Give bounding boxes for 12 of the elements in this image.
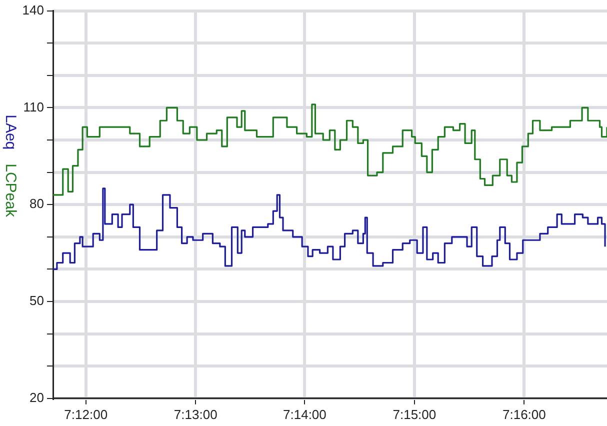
y-tick-label: 80 bbox=[30, 196, 44, 212]
y-tick-label: 20 bbox=[30, 390, 44, 405]
x-tick-label: 7:12:00 bbox=[64, 406, 108, 422]
text: LAeq bbox=[2, 114, 19, 150]
x-tick-label: 7:16:00 bbox=[502, 406, 546, 422]
y-tick-label: 110 bbox=[23, 99, 44, 114]
y-tick-label: 140 bbox=[22, 2, 44, 18]
x-tick-label: 7:14:00 bbox=[283, 406, 326, 422]
x-tick-label: 7:15:00 bbox=[392, 406, 436, 422]
y-tick-label: 50 bbox=[30, 293, 44, 308]
x-tick-label: 7:13:00 bbox=[174, 406, 218, 422]
text: LCPeak bbox=[2, 164, 19, 218]
